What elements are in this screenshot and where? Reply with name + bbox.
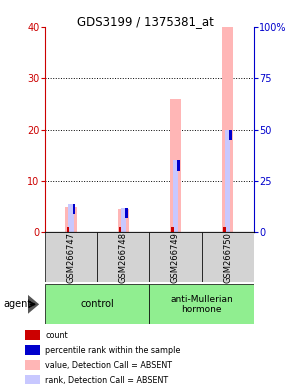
Text: percentile rank within the sample: percentile rank within the sample (45, 346, 181, 354)
Text: agent: agent (3, 299, 31, 310)
Bar (45, 232, 97, 282)
Bar (223, 227, 226, 232)
Bar (68, 204, 74, 232)
Bar (173, 161, 178, 232)
Bar (24, 330, 40, 340)
Text: rank, Detection Call = ABSENT: rank, Detection Call = ABSENT (45, 376, 168, 384)
Bar (229, 130, 232, 140)
Bar (222, 27, 233, 232)
Text: value, Detection Call = ABSENT: value, Detection Call = ABSENT (45, 361, 172, 369)
Bar (121, 208, 126, 232)
Text: control: control (80, 299, 114, 310)
Bar (177, 161, 180, 170)
Bar (24, 345, 40, 355)
Bar (125, 208, 128, 218)
Bar (225, 130, 230, 232)
Text: GSM266750: GSM266750 (223, 232, 232, 283)
Bar (24, 375, 40, 384)
Bar (67, 227, 69, 232)
Bar (117, 209, 129, 232)
Bar (73, 204, 75, 214)
Bar (149, 232, 202, 282)
Text: GDS3199 / 1375381_at: GDS3199 / 1375381_at (77, 15, 213, 28)
Bar (24, 360, 40, 370)
Bar (119, 227, 122, 232)
Text: anti-Mullerian
hormone: anti-Mullerian hormone (170, 295, 233, 314)
Text: count: count (45, 331, 68, 339)
Text: GSM266748: GSM266748 (119, 232, 128, 283)
Bar (65, 207, 77, 232)
Bar (97, 232, 149, 282)
Bar (149, 284, 254, 324)
Text: GSM266747: GSM266747 (66, 232, 76, 283)
Bar (171, 227, 174, 232)
Bar (202, 232, 254, 282)
Polygon shape (28, 295, 39, 314)
Bar (45, 284, 149, 324)
Bar (170, 99, 181, 232)
Text: GSM266749: GSM266749 (171, 232, 180, 283)
